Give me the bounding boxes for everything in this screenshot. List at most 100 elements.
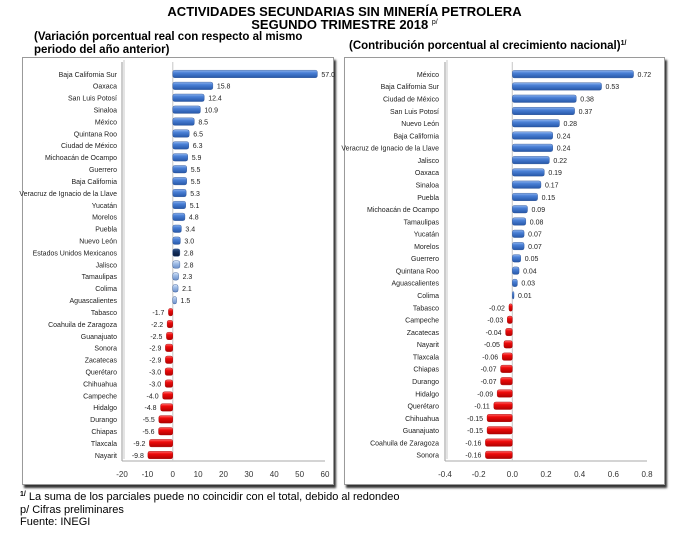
category-label: Puebla (95, 227, 117, 234)
category-label: Sinaloa (416, 182, 439, 189)
data-label: 0.24 (557, 146, 571, 153)
category-label: Aguascalientes (70, 298, 118, 305)
bar (163, 392, 173, 400)
left-bar-chart: -20 -10 0 10 20 30 40 50 60Baja California Sur 57… (19, 60, 335, 479)
bar (512, 83, 601, 91)
category-label: Hidalgo (415, 391, 439, 398)
data-label: -9.8 (132, 453, 144, 460)
category-label: Nayarit (417, 342, 439, 349)
bar (173, 177, 187, 185)
category-label: Sinaloa (94, 107, 117, 114)
category-label: Tlaxcala (413, 354, 439, 361)
data-label: 2.1 (182, 286, 192, 293)
bar (512, 193, 537, 201)
bar (173, 118, 195, 126)
category-label: Zacatecas (85, 358, 118, 365)
bar (173, 225, 182, 233)
category-label: Tamaulipas (404, 219, 440, 226)
data-label: 0.28 (563, 121, 577, 128)
category-label: Sonora (416, 453, 439, 460)
footnote: 1/ La suma de los parciales puede no coi… (20, 491, 399, 503)
data-label: -3.0 (149, 369, 161, 376)
category-label: San Luis Potosí (68, 96, 117, 103)
x-tick-label: -20 (116, 470, 128, 479)
bar (501, 365, 513, 373)
footnote-text: La suma de los parciales puede no coinci… (26, 491, 400, 503)
bar (512, 267, 519, 275)
category-label: Morelos (414, 244, 439, 251)
data-label: 4.8 (189, 215, 199, 222)
data-label: -5.6 (142, 429, 154, 436)
bar (512, 255, 520, 263)
bar (512, 95, 576, 103)
right-bar-chart: -0.4 -0.2 0.0 0.2 0.4 0.6 0.8México 0.72Baja Ca… (341, 60, 653, 479)
bar (167, 320, 173, 328)
x-tick-label: 0.6 (608, 470, 620, 479)
data-label: 2.8 (184, 250, 194, 257)
data-label: -0.04 (486, 330, 502, 337)
category-label: Guerrero (411, 256, 439, 263)
data-label: -2.5 (150, 334, 162, 341)
bar (173, 273, 179, 281)
bar (504, 341, 512, 349)
data-label: 5.5 (191, 179, 201, 186)
data-label: -9.2 (133, 441, 145, 448)
data-label: 5.9 (192, 155, 202, 162)
x-tick-label: 50 (295, 470, 304, 479)
bar (165, 368, 173, 376)
data-label: -0.03 (487, 318, 503, 325)
data-label: 0.09 (531, 207, 545, 214)
category-label: Durango (412, 379, 439, 386)
data-label: 0.38 (580, 97, 594, 104)
data-label: 5.1 (190, 203, 200, 210)
bar (159, 427, 173, 435)
bar (487, 414, 512, 422)
category-label: Campeche (83, 393, 117, 400)
category-label: Jalisco (96, 262, 118, 269)
data-label: -0.09 (477, 391, 493, 398)
category-label: Baja California (71, 179, 117, 186)
category-label: Zacatecas (407, 330, 440, 337)
data-label: 8.5 (198, 119, 208, 126)
category-label: Guanajuato (81, 334, 117, 341)
bar (173, 296, 177, 304)
data-label: 0.08 (530, 219, 544, 226)
bar (173, 154, 188, 162)
data-label: 10.9 (204, 107, 218, 114)
category-label: Querétaro (407, 404, 439, 411)
bar (165, 356, 172, 364)
data-label: 0.22 (553, 158, 567, 165)
bar (485, 439, 512, 447)
category-label: Quintana Roo (74, 131, 117, 138)
data-label: 15.8 (217, 84, 231, 91)
data-label: -0.11 (474, 404, 490, 411)
data-label: -0.07 (481, 379, 497, 386)
data-label: -0.02 (489, 305, 505, 312)
bar (159, 416, 173, 424)
x-tick-label: 0.8 (641, 470, 653, 479)
category-label: San Luis Potosí (390, 109, 439, 116)
data-label: 3.4 (185, 227, 195, 234)
bar (173, 213, 185, 221)
category-label: Coahuila de Zaragoza (48, 322, 117, 329)
bar (173, 189, 186, 197)
data-label: 3.0 (184, 238, 194, 245)
category-label: México (417, 72, 439, 79)
data-label: -0.15 (467, 416, 483, 423)
category-label: Tamaulipas (82, 274, 118, 281)
category-label: Michoacán de Ocampo (367, 207, 439, 214)
data-label: -0.06 (482, 354, 498, 361)
category-label: Tlaxcala (91, 441, 117, 448)
category-label: Veracruz de Ignacio de la Llave (19, 191, 117, 198)
category-label: Sonora (94, 346, 117, 353)
bar (512, 120, 559, 128)
bar (512, 291, 514, 299)
category-label: Quintana Roo (396, 268, 439, 275)
bar (149, 439, 172, 447)
category-label: Baja California Sur (381, 84, 440, 91)
x-tick-label: -0.2 (472, 470, 486, 479)
bar (512, 144, 552, 152)
category-label: Baja California Sur (59, 72, 118, 79)
bar (485, 451, 512, 459)
data-label: 6.5 (193, 131, 203, 138)
